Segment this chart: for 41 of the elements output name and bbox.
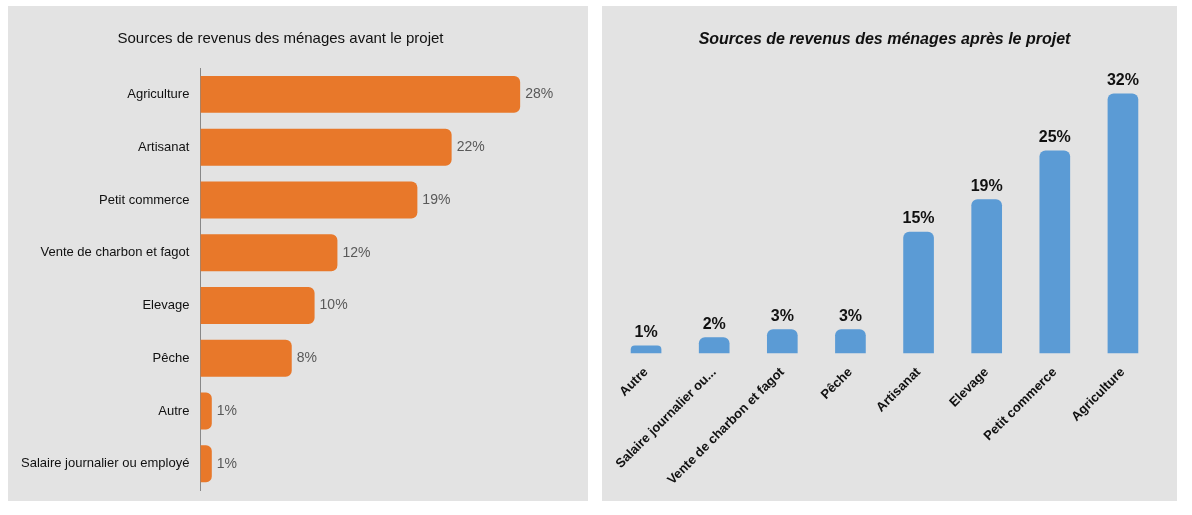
bar: [200, 181, 418, 219]
bar: [200, 128, 452, 166]
bar: [200, 445, 212, 483]
data-label: 3%: [770, 306, 794, 324]
data-label: 15%: [902, 209, 935, 227]
y-tick-label: Pêche: [152, 349, 190, 365]
data-label: 12%: [342, 243, 371, 260]
data-label: 8%: [296, 349, 317, 366]
data-label: 28%: [525, 85, 554, 102]
data-label: 2%: [702, 314, 726, 332]
data-label: 1%: [216, 454, 238, 471]
bar: [766, 329, 798, 354]
bar: [200, 339, 292, 377]
chart-title: Sources de revenus des ménages avant le projet: [117, 29, 445, 47]
data-label: 19%: [970, 176, 1003, 194]
bar: [903, 231, 934, 354]
data-label: 1%: [634, 322, 658, 340]
data-label: 22%: [456, 138, 485, 155]
bar: [200, 75, 521, 113]
bar: [630, 345, 662, 354]
data-label: 19%: [422, 190, 451, 207]
chart-title: Sources de revenus des ménages après le projet: [698, 30, 1072, 48]
y-tick-label: Elevage: [142, 297, 190, 313]
bar: [971, 199, 1003, 354]
bar: [1107, 93, 1139, 354]
y-tick-label: Salaire journalier ou employé: [21, 455, 190, 471]
y-tick-label: Artisanat: [138, 138, 190, 154]
y-tick-label: Petit commerce: [99, 191, 190, 207]
y-tick-label: Vente de charbon et fagot: [40, 244, 190, 260]
data-label: 10%: [319, 296, 348, 313]
bar: [200, 392, 212, 430]
bar: [1039, 150, 1071, 354]
y-tick-label: Agriculture: [127, 85, 190, 101]
bar: [698, 337, 730, 354]
bar: [200, 234, 338, 272]
data-label: 1%: [216, 401, 238, 418]
data-label: 3%: [838, 306, 862, 324]
data-label: 32%: [1106, 70, 1139, 88]
data-label: 25%: [1038, 127, 1071, 145]
bar: [835, 329, 866, 354]
bar: [200, 287, 315, 324]
